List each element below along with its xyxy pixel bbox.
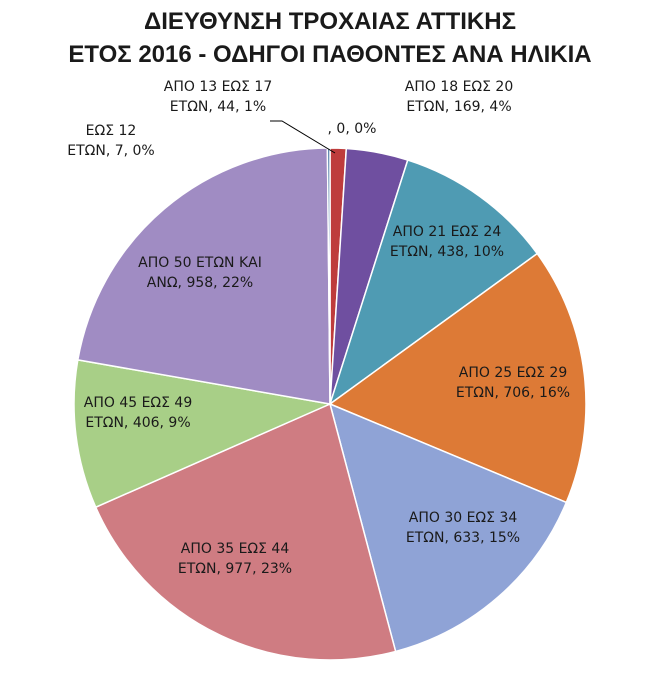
leader-line-1 [270,120,336,154]
slice-label-line: ΕΤΩΝ, 7, 0% [67,143,155,159]
slice-label-line: ΑΠΟ 30 ΕΩΣ 34 [409,510,518,526]
slice-label-line: ΑΠΟ 50 ΕΤΩΝ ΚΑΙ [138,255,262,271]
slice-label-9: ΕΩΣ 12 ΕΤΩΝ, 7, 0% [67,123,155,159]
leader-lines [270,120,336,154]
slice-label-line: ΕΤΩΝ, 169, 4% [406,99,511,115]
slice-label-line: ΑΝΩ, 958, 22% [147,275,253,291]
slice-label-line: ΑΠΟ 45 ΕΩΣ 49 [84,395,193,411]
pie-slice-5 [328,402,568,653]
pie-slice-6 [94,402,397,661]
slice-label-line: , 0, 0% [328,121,377,137]
pie-slice-7 [73,359,333,509]
slice-label-line: ΕΤΩΝ, 44, 1% [170,99,266,115]
slice-label-line: ΑΠΟ 18 ΕΩΣ 20 [405,79,514,95]
slice-label-4: ΑΠΟ 25 ΕΩΣ 29 ΕΤΩΝ, 706, 16% [456,365,570,401]
slice-label-6: ΑΠΟ 35 ΕΩΣ 44 ΕΤΩΝ, 977, 23% [178,541,292,577]
chart-title-line-1: ΔΙΕΥΘΥΝΣΗ ΤΡΟΧΑΙΑΣ ΑΤΤΙΚΗΣ [144,8,516,35]
slice-label-7: ΑΠΟ 45 ΕΩΣ 49 ΕΤΩΝ, 406, 9% [84,395,193,431]
slice-label-line: ΑΠΟ 21 ΕΩΣ 24 [393,224,502,240]
slice-label-2: ΑΠΟ 18 ΕΩΣ 20 ΕΤΩΝ, 169, 4% [405,79,514,115]
pie-slice-4 [328,252,587,504]
slice-label-line: ΕΤΩΝ, 977, 23% [178,561,292,577]
slice-label-3: ΑΠΟ 21 ΕΩΣ 24 ΕΤΩΝ, 438, 10% [390,224,504,260]
slice-label-8: ΑΠΟ 50 ΕΤΩΝ ΚΑΙ ΑΝΩ, 958, 22% [138,255,262,291]
slice-label-0: , 0, 0% [328,121,377,137]
chart-title: ΔΙΕΥΘΥΝΣΗ ΤΡΟΧΑΙΑΣ ΑΤΤΙΚΗΣ ΕΤΟΣ 2016 - ΟΔ… [68,8,591,68]
slice-label-line: ΕΤΩΝ, 406, 9% [85,415,190,431]
pie-slices [73,147,587,661]
slice-label-line: ΑΠΟ 35 ΕΩΣ 44 [181,541,290,557]
slice-label-line: ΕΤΩΝ, 438, 10% [390,244,504,260]
chart-title-line-2: ΕΤΟΣ 2016 - ΟΔΗΓΟΙ ΠΑΘΟΝΤΕΣ ΑΝΑ ΗΛΙΚΙΑ [68,41,591,68]
slice-label-line: ΑΠΟ 13 ΕΩΣ 17 [164,79,273,95]
slice-label-5: ΑΠΟ 30 ΕΩΣ 34 ΕΤΩΝ, 633, 15% [406,510,520,546]
pie-slice-3 [328,159,539,406]
slice-label-line: ΑΠΟ 25 ΕΩΣ 29 [459,365,568,381]
slice-label-line: ΕΤΩΝ, 633, 15% [406,530,520,546]
slice-label-1: ΑΠΟ 13 ΕΩΣ 17 ΕΤΩΝ, 44, 1% [164,79,273,115]
slice-labels: , 0, 0% ΑΠΟ 13 ΕΩΣ 17 ΕΤΩΝ, 44, 1% ΑΠΟ 18 Ε… [67,79,570,577]
slice-label-line: ΕΩΣ 12 [86,123,137,139]
slice-label-line: ΕΤΩΝ, 706, 16% [456,385,570,401]
pie-slice-8 [76,147,331,405]
